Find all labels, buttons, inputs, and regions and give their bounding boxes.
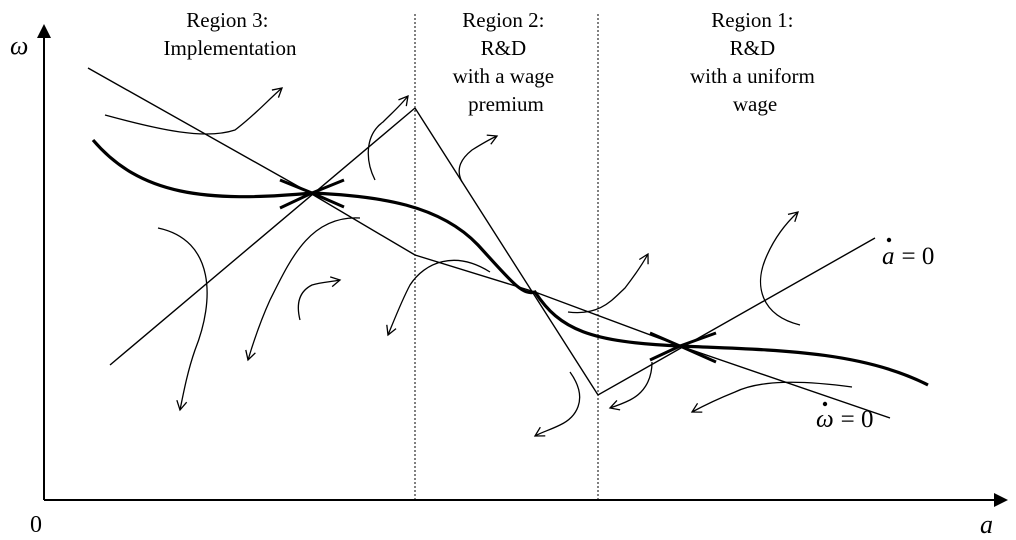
region-2-label: Region 2: R&D with a wage premium — [453, 8, 560, 116]
omega-dot-symbol-dot — [822, 401, 828, 407]
trajectory-arrow — [567, 252, 649, 314]
trajectory-arrow — [386, 259, 491, 337]
flow-trajectories — [104, 87, 853, 437]
trajectory-arrow — [533, 371, 581, 437]
trajectory-arrow — [458, 134, 499, 183]
a-dot-zero-label: a = 0 — [882, 243, 934, 270]
trajectory-arrow — [297, 276, 342, 321]
omega-dot-zero-locus — [87, 67, 891, 419]
trajectory-arrow — [157, 227, 208, 412]
trajectory-arrow — [608, 361, 653, 411]
trajectory-arrow — [759, 211, 801, 326]
origin-label: 0 — [30, 512, 42, 538]
trajectory-arrow — [104, 87, 284, 135]
saddle-arrowhead-right-2 — [675, 331, 717, 364]
y-axis-label: ω — [10, 31, 28, 60]
trajectory-arrow — [367, 94, 409, 181]
saddle-arrowhead-left-2 — [308, 178, 345, 209]
saddle-path — [91, 138, 929, 387]
trajectory-arrow — [690, 381, 853, 413]
region-1-label: Region 1: R&D with a uniform wage — [690, 8, 820, 116]
a-dot-zero-locus — [109, 106, 876, 396]
x-axis-label: a — [980, 510, 993, 539]
omega-dot-zero-label: ω = 0 — [816, 406, 874, 433]
trajectory-arrow — [245, 217, 361, 362]
region-3-label: Region 3: Implementation — [164, 8, 297, 60]
a-dot-symbol-dot — [886, 237, 892, 243]
